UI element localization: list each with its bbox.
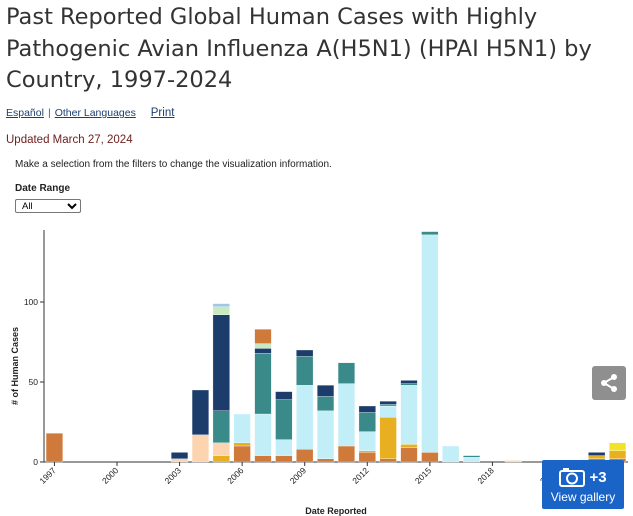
bar-segment: [379, 405, 397, 418]
bar-segment: [317, 396, 335, 411]
print-link[interactable]: Print: [150, 107, 175, 119]
bar-segment: [337, 383, 355, 447]
bar-segment: [421, 231, 439, 235]
language-links: Español | Other Languages Print: [6, 107, 174, 119]
bar-segment: [421, 234, 439, 453]
bar-segment: [400, 444, 418, 448]
date-range-select[interactable]: All: [15, 199, 81, 213]
bar-segment: [212, 442, 230, 456]
bar-segment: [400, 383, 418, 386]
y-tick-label: 100: [24, 297, 38, 307]
bar-segment: [233, 445, 251, 463]
bar-segment: [275, 399, 293, 440]
bar-segment: [191, 389, 209, 435]
bar-segment: [171, 458, 189, 463]
x-tick-label: 2006: [225, 465, 246, 486]
bar-segment: [296, 449, 314, 463]
bar-segment: [254, 353, 272, 415]
bar-segment: [379, 458, 397, 463]
bar-segment: [233, 442, 251, 447]
x-axis-label: Date Reported: [305, 506, 367, 516]
separator: |: [47, 107, 51, 119]
camera-icon: [559, 468, 586, 487]
bar-segment: [317, 385, 335, 397]
bar-segment: [233, 413, 251, 443]
bar-segment: [296, 349, 314, 357]
bar-segment: [358, 412, 376, 432]
bar-segment: [463, 455, 481, 458]
x-tick-label: 1997: [37, 465, 58, 486]
bar-segment: [254, 348, 272, 354]
bar-segment: [212, 410, 230, 443]
filter-instructions: Make a selection from the filters to cha…: [15, 159, 332, 170]
bar-segment: [212, 306, 230, 315]
bar-segment: [171, 452, 189, 459]
bar-segment: [400, 380, 418, 384]
bar-segment: [588, 452, 606, 456]
bar-segment: [212, 314, 230, 411]
updated-date: Updated March 27, 2024: [6, 134, 133, 146]
bar-segment: [317, 458, 335, 463]
y-tick-label: 50: [29, 377, 39, 387]
bar-segment: [463, 457, 481, 463]
bar-segment: [296, 385, 314, 450]
bar-segment: [45, 433, 63, 463]
gallery-count: +3: [589, 468, 607, 486]
bar-segment: [317, 410, 335, 459]
x-tick-label: 2015: [413, 465, 434, 486]
bar-segment: [212, 455, 230, 463]
bar-segment: [379, 401, 397, 405]
language-link-espanol[interactable]: Español: [6, 107, 44, 119]
share-button[interactable]: [592, 366, 626, 400]
bar-segment: [254, 413, 272, 456]
bar-segment: [254, 329, 272, 344]
gallery-top: +3: [542, 466, 624, 488]
bar-segment: [504, 460, 522, 463]
bar-segment: [337, 445, 355, 463]
bar-segment: [275, 391, 293, 400]
bar-segment: [275, 455, 293, 463]
y-axis-label: # of Human Cases: [10, 327, 20, 405]
y-tick-label: 0: [33, 457, 38, 467]
bar-segment: [588, 455, 606, 459]
x-tick-label: 2000: [100, 465, 121, 486]
bar-segment: [379, 417, 397, 459]
x-tick-label: 2009: [288, 465, 309, 486]
bar-segment: [358, 431, 376, 451]
share-icon: [601, 374, 617, 392]
bar-segment: [254, 343, 272, 349]
cases-bar-chart: 0501001997200020032006200920122015201820…: [10, 230, 628, 516]
x-tick-label: 2018: [475, 465, 496, 486]
page-title: Past Reported Global Human Cases with Hi…: [6, 4, 592, 93]
bar-segment: [442, 445, 460, 463]
bar-segment: [358, 452, 376, 463]
x-tick-label: 2003: [163, 465, 184, 486]
bar-segment: [337, 362, 355, 384]
view-gallery-button[interactable]: +3 View gallery: [542, 460, 624, 509]
bar-segment: [358, 450, 376, 453]
bar-segment: [296, 356, 314, 386]
bar-segment: [609, 442, 627, 451]
gallery-label: View gallery: [550, 490, 616, 504]
bar-segment: [358, 405, 376, 413]
bar-segment: [400, 385, 418, 445]
bar-segment: [212, 303, 230, 307]
bar-segment: [275, 439, 293, 456]
bar-segment: [191, 434, 209, 463]
x-tick-label: 2012: [350, 465, 371, 486]
bar-segment: [400, 447, 418, 463]
bar-segment: [421, 452, 439, 463]
date-range-label: Date Range: [15, 183, 71, 194]
bar-segment: [609, 450, 627, 459]
language-link-other[interactable]: Other Languages: [54, 107, 136, 119]
bar-segment: [254, 455, 272, 463]
bar-segment: [379, 404, 397, 407]
